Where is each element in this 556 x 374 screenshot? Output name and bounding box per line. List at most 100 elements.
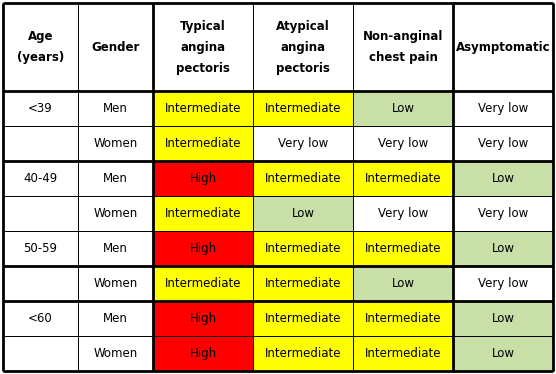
Text: Low: Low bbox=[291, 207, 315, 220]
Text: Asymptomatic: Asymptomatic bbox=[456, 40, 550, 53]
Bar bbox=[78, 196, 153, 231]
Bar bbox=[3, 231, 78, 266]
Bar bbox=[253, 266, 353, 301]
Bar bbox=[353, 126, 453, 161]
Text: High: High bbox=[190, 312, 217, 325]
Bar bbox=[153, 91, 253, 126]
Bar bbox=[78, 91, 153, 126]
Text: Intermediate: Intermediate bbox=[265, 172, 341, 185]
Bar bbox=[153, 126, 253, 161]
Text: Low: Low bbox=[391, 277, 415, 290]
Bar bbox=[153, 161, 253, 196]
Text: <60: <60 bbox=[28, 312, 53, 325]
Bar bbox=[253, 161, 353, 196]
Bar bbox=[453, 3, 553, 91]
Text: Low: Low bbox=[492, 312, 514, 325]
Text: Intermediate: Intermediate bbox=[265, 242, 341, 255]
Bar bbox=[253, 196, 353, 231]
Text: Intermediate: Intermediate bbox=[165, 207, 241, 220]
Text: Women: Women bbox=[93, 277, 138, 290]
Bar bbox=[453, 126, 553, 161]
Text: Low: Low bbox=[492, 242, 514, 255]
Bar bbox=[3, 91, 78, 126]
Bar bbox=[153, 301, 253, 336]
Text: High: High bbox=[190, 172, 217, 185]
Bar bbox=[253, 3, 353, 91]
Bar bbox=[453, 266, 553, 301]
Text: Intermediate: Intermediate bbox=[365, 347, 441, 360]
Bar bbox=[253, 91, 353, 126]
Bar bbox=[253, 301, 353, 336]
Text: <39: <39 bbox=[28, 102, 53, 115]
Bar bbox=[153, 266, 253, 301]
Bar bbox=[153, 196, 253, 231]
Text: Low: Low bbox=[492, 347, 514, 360]
Bar bbox=[78, 3, 153, 91]
Text: Very low: Very low bbox=[378, 137, 428, 150]
Bar bbox=[3, 161, 78, 196]
Bar bbox=[453, 161, 553, 196]
Text: Low: Low bbox=[492, 172, 514, 185]
Bar bbox=[153, 231, 253, 266]
Text: 50-59: 50-59 bbox=[23, 242, 57, 255]
Text: Atypical
angina
pectoris: Atypical angina pectoris bbox=[276, 19, 330, 74]
Text: Intermediate: Intermediate bbox=[365, 172, 441, 185]
Text: Gender: Gender bbox=[91, 40, 140, 53]
Bar bbox=[453, 91, 553, 126]
Bar bbox=[78, 301, 153, 336]
Bar bbox=[153, 336, 253, 371]
Text: Intermediate: Intermediate bbox=[265, 277, 341, 290]
Text: Men: Men bbox=[103, 102, 128, 115]
Bar bbox=[78, 126, 153, 161]
Text: Intermediate: Intermediate bbox=[165, 102, 241, 115]
Text: Very low: Very low bbox=[478, 277, 528, 290]
Text: Intermediate: Intermediate bbox=[265, 102, 341, 115]
Text: High: High bbox=[190, 347, 217, 360]
Text: Intermediate: Intermediate bbox=[365, 312, 441, 325]
Text: Intermediate: Intermediate bbox=[165, 137, 241, 150]
Text: Very low: Very low bbox=[478, 207, 528, 220]
Text: Very low: Very low bbox=[378, 207, 428, 220]
Text: Intermediate: Intermediate bbox=[165, 277, 241, 290]
Text: Intermediate: Intermediate bbox=[265, 347, 341, 360]
Text: 40-49: 40-49 bbox=[23, 172, 58, 185]
Bar bbox=[353, 231, 453, 266]
Text: Age
(years): Age (years) bbox=[17, 30, 64, 64]
Text: Women: Women bbox=[93, 347, 138, 360]
Bar bbox=[453, 301, 553, 336]
Text: Women: Women bbox=[93, 207, 138, 220]
Text: Typical
angina
pectoris: Typical angina pectoris bbox=[176, 19, 230, 74]
Bar bbox=[3, 301, 78, 336]
Text: Intermediate: Intermediate bbox=[265, 312, 341, 325]
Text: Very low: Very low bbox=[478, 102, 528, 115]
Text: High: High bbox=[190, 242, 217, 255]
Bar bbox=[353, 161, 453, 196]
Bar bbox=[353, 336, 453, 371]
Bar bbox=[253, 231, 353, 266]
Text: Non-anginal
chest pain: Non-anginal chest pain bbox=[363, 30, 443, 64]
Bar bbox=[453, 231, 553, 266]
Text: Very low: Very low bbox=[278, 137, 328, 150]
Bar bbox=[453, 336, 553, 371]
Text: Very low: Very low bbox=[478, 137, 528, 150]
Text: Intermediate: Intermediate bbox=[365, 242, 441, 255]
Bar bbox=[3, 3, 78, 91]
Bar bbox=[353, 91, 453, 126]
Bar bbox=[353, 3, 453, 91]
Bar bbox=[253, 336, 353, 371]
Text: Low: Low bbox=[391, 102, 415, 115]
Bar bbox=[453, 196, 553, 231]
Bar bbox=[78, 336, 153, 371]
Bar bbox=[78, 231, 153, 266]
Bar bbox=[353, 196, 453, 231]
Bar bbox=[3, 126, 78, 161]
Bar bbox=[253, 126, 353, 161]
Bar bbox=[78, 266, 153, 301]
Bar bbox=[3, 196, 78, 231]
Text: Men: Men bbox=[103, 242, 128, 255]
Bar bbox=[3, 266, 78, 301]
Text: Women: Women bbox=[93, 137, 138, 150]
Bar bbox=[78, 161, 153, 196]
Bar bbox=[153, 3, 253, 91]
Bar bbox=[3, 336, 78, 371]
